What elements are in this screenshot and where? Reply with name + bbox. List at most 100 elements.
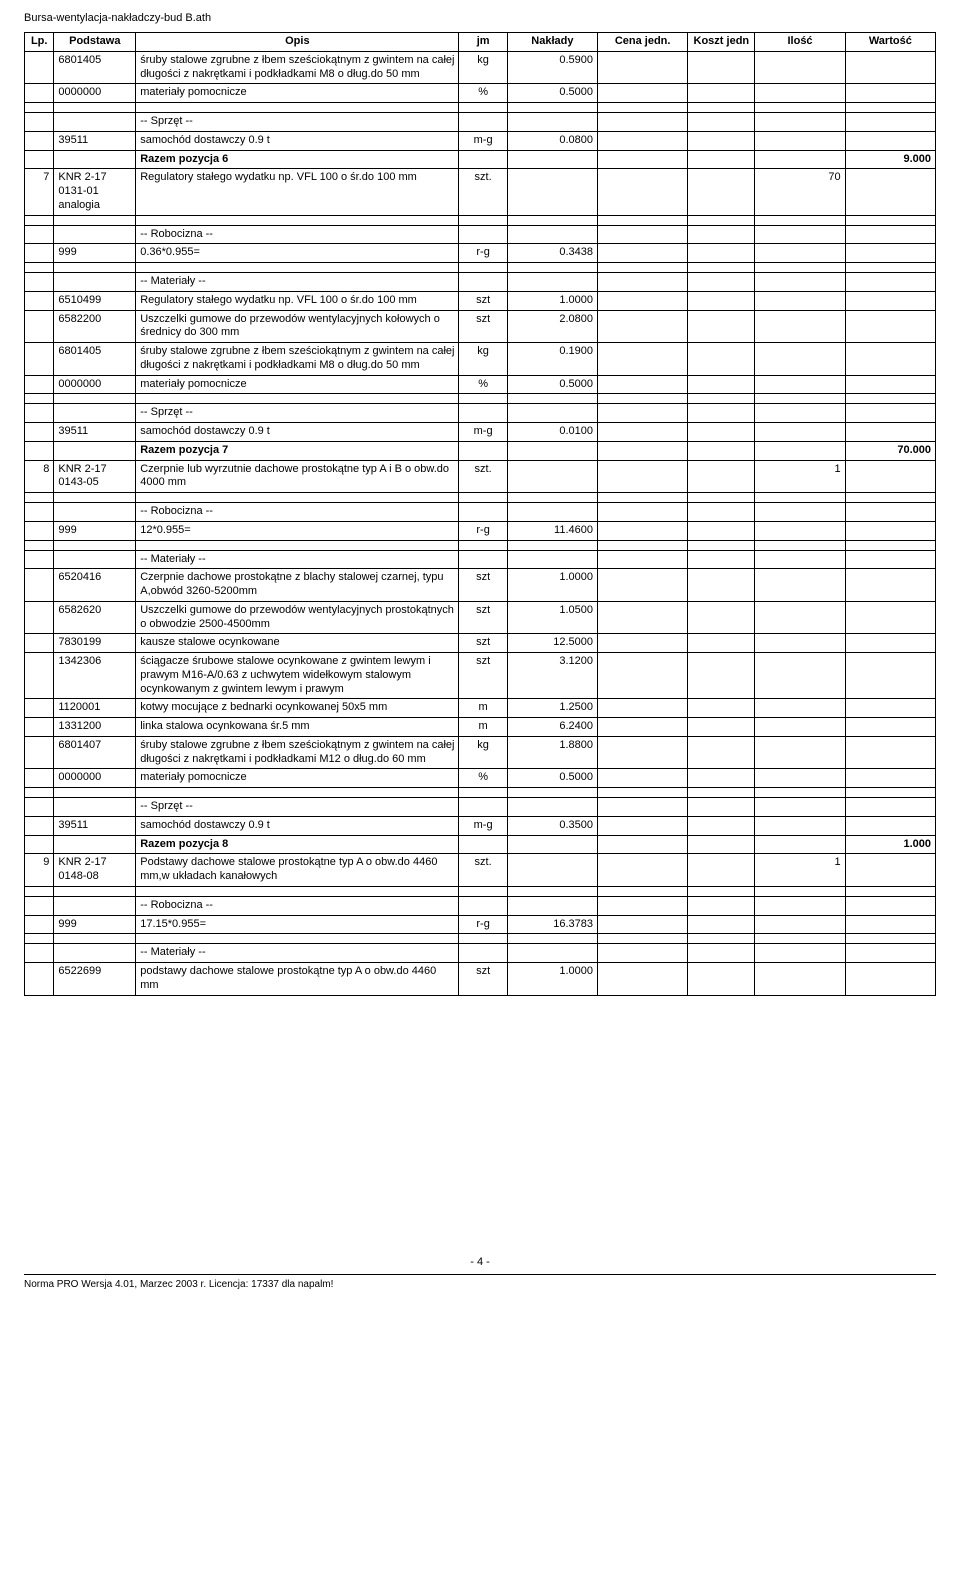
cell-koszt xyxy=(688,736,755,769)
cell-naklady: 1.0500 xyxy=(507,601,597,634)
cell-lp xyxy=(25,521,54,540)
cell-ilosc xyxy=(755,375,845,394)
cell-ilosc xyxy=(755,291,845,310)
cell-naklady: 0.3438 xyxy=(507,244,597,263)
cell-opis: Czerpnie dachowe prostokątne z blachy st… xyxy=(136,569,459,602)
cell-lp xyxy=(25,718,54,737)
cell-podstawa: 6801407 xyxy=(54,736,136,769)
cell-koszt xyxy=(688,244,755,263)
cell-jm: m-g xyxy=(459,816,507,835)
cell-koszt xyxy=(688,653,755,699)
footer-text: Norma PRO Wersja 4.01, Marzec 2003 r. Li… xyxy=(24,1279,936,1290)
cell-jm: szt xyxy=(459,291,507,310)
spacer-row xyxy=(25,493,936,503)
cell-wartosc xyxy=(845,816,935,835)
cell-wartosc xyxy=(845,521,935,540)
cell-ilosc xyxy=(755,816,845,835)
table-header-row: Lp. Podstawa Opis jm Nakłady Cena jedn. … xyxy=(25,33,936,52)
cell-lp xyxy=(25,131,54,150)
cell-opis: śruby stalowe zgrubne z łbem sześciokątn… xyxy=(136,343,459,376)
section-label: -- Materiały -- xyxy=(136,944,459,963)
section-row: -- Robocizna -- xyxy=(25,225,936,244)
cell-ilosc xyxy=(755,131,845,150)
cell-opis: kotwy mocujące z bednarki ocynkowanej 50… xyxy=(136,699,459,718)
cell-cena xyxy=(598,521,688,540)
cell-lp xyxy=(25,699,54,718)
summary-row: Razem pozycja 69.000 xyxy=(25,150,936,169)
cell-cena xyxy=(598,816,688,835)
cell-opis: 17.15*0.955= xyxy=(136,915,459,934)
section-label: -- Robocizna -- xyxy=(136,896,459,915)
cell-wartosc xyxy=(845,963,935,996)
cell-wartosc xyxy=(845,854,935,887)
cell-naklady: 0.5000 xyxy=(507,769,597,788)
cell-podstawa: 6522699 xyxy=(54,963,136,996)
cell-koszt xyxy=(688,601,755,634)
cell-jm: m-g xyxy=(459,131,507,150)
cell-opis: materiały pomocnicze xyxy=(136,375,459,394)
cell-opis: samochód dostawczy 0.9 t xyxy=(136,423,459,442)
table-row: 0000000materiały pomocnicze%0.5000 xyxy=(25,769,936,788)
cell-lp xyxy=(25,375,54,394)
table-row: 99912*0.955=r-g11.4600 xyxy=(25,521,936,540)
cell-naklady: 0.0800 xyxy=(507,131,597,150)
table-row: 6801405śruby stalowe zgrubne z łbem sześ… xyxy=(25,343,936,376)
cell-opis: podstawy dachowe stalowe prostokątne typ… xyxy=(136,963,459,996)
cell-naklady: 12.5000 xyxy=(507,634,597,653)
cell-ilosc xyxy=(755,601,845,634)
cell-ilosc xyxy=(755,51,845,84)
document-title: Bursa-wentylacja-nakładczy-bud B.ath xyxy=(24,12,936,24)
cell-naklady xyxy=(507,460,597,493)
section-label: -- Sprzęt -- xyxy=(136,798,459,817)
cell-lp xyxy=(25,51,54,84)
cell-koszt xyxy=(688,699,755,718)
cell-koszt xyxy=(688,291,755,310)
cell-koszt xyxy=(688,854,755,887)
cell-jm: % xyxy=(459,84,507,103)
cell-wartosc xyxy=(845,291,935,310)
cell-podstawa: 999 xyxy=(54,915,136,934)
cell-podstawa: KNR 2-17 0143-05 xyxy=(54,460,136,493)
cell-podstawa: 6582620 xyxy=(54,601,136,634)
cell-cena xyxy=(598,84,688,103)
table-row: 0000000materiały pomocnicze%0.5000 xyxy=(25,84,936,103)
cell-podstawa: KNR 2-17 0131-01 analogia xyxy=(54,169,136,215)
cell-cena xyxy=(598,131,688,150)
cell-koszt xyxy=(688,569,755,602)
cell-lp: 7 xyxy=(25,169,54,215)
cell-koszt xyxy=(688,131,755,150)
cell-jm: szt xyxy=(459,310,507,343)
cell-podstawa: 0000000 xyxy=(54,84,136,103)
col-koszt: Koszt jedn xyxy=(688,33,755,52)
cell-naklady: 0.5900 xyxy=(507,51,597,84)
cell-naklady: 0.1900 xyxy=(507,343,597,376)
col-jm: jm xyxy=(459,33,507,52)
cell-jm: szt xyxy=(459,653,507,699)
table-row: 9990.36*0.955=r-g0.3438 xyxy=(25,244,936,263)
cell-lp xyxy=(25,601,54,634)
table-row: 39511samochód dostawczy 0.9 tm-g0.0100 xyxy=(25,423,936,442)
cell-cena xyxy=(598,244,688,263)
cell-ilosc xyxy=(755,653,845,699)
cell-jm: kg xyxy=(459,736,507,769)
cell-lp xyxy=(25,736,54,769)
cell-wartosc xyxy=(845,244,935,263)
cell-naklady xyxy=(507,854,597,887)
col-cena: Cena jedn. xyxy=(598,33,688,52)
summary-label: Razem pozycja 7 xyxy=(136,441,459,460)
cell-jm: kg xyxy=(459,343,507,376)
cell-podstawa: 39511 xyxy=(54,131,136,150)
cell-opis: materiały pomocnicze xyxy=(136,769,459,788)
table-row: 1331200linka stalowa ocynkowana śr.5 mmm… xyxy=(25,718,936,737)
cell-opis: samochód dostawczy 0.9 t xyxy=(136,816,459,835)
cell-koszt xyxy=(688,343,755,376)
section-label: -- Materiały -- xyxy=(136,273,459,292)
cell-wartosc xyxy=(845,131,935,150)
cell-ilosc xyxy=(755,244,845,263)
cell-naklady: 2.0800 xyxy=(507,310,597,343)
cell-podstawa: KNR 2-17 0148-08 xyxy=(54,854,136,887)
cell-wartosc xyxy=(845,343,935,376)
cell-wartosc xyxy=(845,699,935,718)
cell-opis: śruby stalowe zgrubne z łbem sześciokątn… xyxy=(136,51,459,84)
section-row: -- Materiały -- xyxy=(25,273,936,292)
